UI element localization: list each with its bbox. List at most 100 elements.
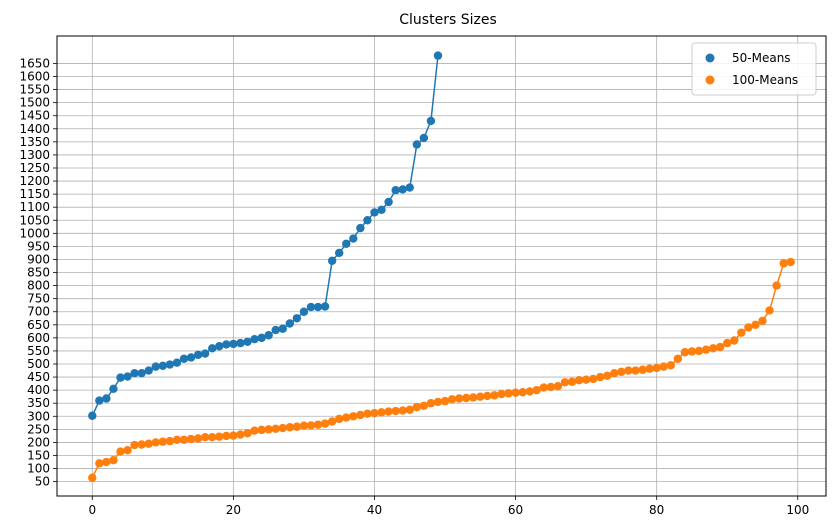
data-point-100-means bbox=[109, 455, 118, 465]
y-axis-ticks: 5010015020025030035040045050055060065070… bbox=[19, 56, 57, 489]
data-point-50-means bbox=[250, 334, 259, 344]
data-point-100-means bbox=[236, 430, 245, 439]
data-point-100-means bbox=[581, 375, 591, 384]
y-tick-label: 800 bbox=[27, 279, 50, 293]
data-point-100-means bbox=[144, 439, 153, 448]
data-point-100-means bbox=[490, 391, 499, 400]
data-point-100-means bbox=[765, 306, 774, 315]
data-point-100-means bbox=[264, 425, 273, 434]
y-tick-label: 1150 bbox=[19, 187, 50, 201]
data-point-50-means bbox=[179, 354, 189, 363]
data-point-50-means bbox=[243, 337, 252, 346]
plot-series bbox=[88, 51, 795, 482]
data-point-100-means bbox=[412, 402, 422, 412]
data-point-50-means bbox=[186, 353, 196, 362]
data-point-50-means bbox=[123, 372, 132, 381]
data-point-50-means bbox=[342, 239, 351, 248]
data-point-50-means bbox=[377, 205, 386, 215]
y-tick-label: 500 bbox=[27, 357, 50, 371]
data-point-100-means bbox=[257, 425, 266, 435]
data-point-50-means bbox=[144, 366, 153, 375]
legend-box bbox=[691, 42, 817, 96]
data-point-50-means bbox=[264, 331, 273, 340]
data-point-50-means bbox=[116, 373, 125, 382]
data-point-50-means bbox=[102, 394, 111, 403]
data-point-50-means bbox=[285, 319, 295, 328]
data-point-100-means bbox=[673, 354, 683, 363]
data-point-100-means bbox=[391, 406, 400, 416]
data-point-50-means bbox=[370, 208, 379, 217]
x-tick-label: 100 bbox=[786, 503, 809, 517]
data-point-100-means bbox=[278, 423, 287, 433]
y-tick-label: 950 bbox=[27, 239, 50, 253]
data-point-100-means bbox=[723, 338, 732, 348]
data-point-100-means bbox=[708, 344, 718, 353]
data-point-100-means bbox=[229, 431, 238, 440]
y-tick-label: 700 bbox=[27, 305, 50, 319]
data-point-100-means bbox=[285, 423, 295, 432]
y-tick-label: 1350 bbox=[19, 135, 50, 149]
data-point-100-means bbox=[299, 421, 309, 430]
data-point-100-means bbox=[151, 438, 160, 447]
data-point-50-means bbox=[313, 302, 323, 312]
y-tick-label: 600 bbox=[27, 331, 50, 345]
data-point-100-means bbox=[123, 446, 132, 455]
y-tick-label: 1450 bbox=[19, 109, 50, 123]
y-tick-label: 1300 bbox=[19, 148, 50, 162]
data-point-50-means bbox=[363, 216, 372, 225]
data-point-100-means bbox=[306, 421, 316, 430]
data-point-50-means bbox=[236, 338, 245, 348]
data-point-100-means bbox=[730, 336, 739, 345]
data-point-100-means bbox=[553, 382, 563, 391]
data-point-100-means bbox=[483, 391, 492, 401]
data-point-100-means bbox=[504, 389, 513, 398]
data-point-100-means bbox=[532, 385, 541, 395]
x-tick-label: 60 bbox=[508, 503, 523, 517]
data-point-100-means bbox=[454, 394, 464, 403]
y-tick-label: 400 bbox=[27, 383, 50, 397]
data-point-50-means bbox=[278, 324, 287, 333]
data-point-100-means bbox=[356, 410, 365, 420]
data-point-100-means bbox=[737, 328, 746, 337]
y-tick-label: 1000 bbox=[19, 226, 50, 240]
data-point-100-means bbox=[744, 323, 753, 332]
data-point-50-means bbox=[109, 384, 118, 394]
y-tick-label: 850 bbox=[27, 266, 50, 280]
data-point-100-means bbox=[335, 414, 344, 424]
legend: 50-Means 100-Means bbox=[691, 42, 817, 96]
data-point-50-means bbox=[306, 302, 316, 312]
data-point-100-means bbox=[363, 409, 372, 418]
data-point-100-means bbox=[574, 376, 584, 385]
data-point-100-means bbox=[327, 417, 337, 426]
y-tick-label: 300 bbox=[27, 409, 50, 423]
data-point-100-means bbox=[165, 436, 175, 446]
data-point-100-means bbox=[88, 473, 97, 482]
y-tick-label: 200 bbox=[27, 435, 50, 449]
data-point-100-means bbox=[243, 429, 252, 438]
data-point-100-means bbox=[208, 432, 217, 442]
y-tick-label: 550 bbox=[27, 344, 50, 358]
data-point-50-means bbox=[215, 342, 224, 351]
data-point-100-means bbox=[567, 377, 577, 386]
data-point-50-means bbox=[391, 186, 400, 195]
data-point-100-means bbox=[320, 419, 330, 428]
data-point-100-means bbox=[546, 382, 556, 392]
data-point-100-means bbox=[384, 407, 393, 416]
chart-title: Clusters Sizes bbox=[399, 12, 496, 28]
data-point-50-means bbox=[158, 361, 168, 371]
data-point-100-means bbox=[447, 395, 457, 404]
data-point-50-means bbox=[165, 360, 175, 369]
legend-label: 100-Means bbox=[732, 73, 798, 87]
data-point-50-means bbox=[433, 51, 443, 60]
y-tick-label: 650 bbox=[27, 318, 50, 332]
data-point-100-means bbox=[116, 447, 125, 456]
data-point-50-means bbox=[130, 368, 139, 378]
data-point-100-means bbox=[645, 364, 654, 373]
data-point-100-means bbox=[222, 431, 231, 441]
data-point-100-means bbox=[426, 399, 436, 408]
data-point-50-means bbox=[426, 116, 436, 126]
data-point-100-means bbox=[271, 424, 280, 434]
x-tick-label: 80 bbox=[649, 503, 664, 517]
data-point-50-means bbox=[95, 396, 104, 405]
